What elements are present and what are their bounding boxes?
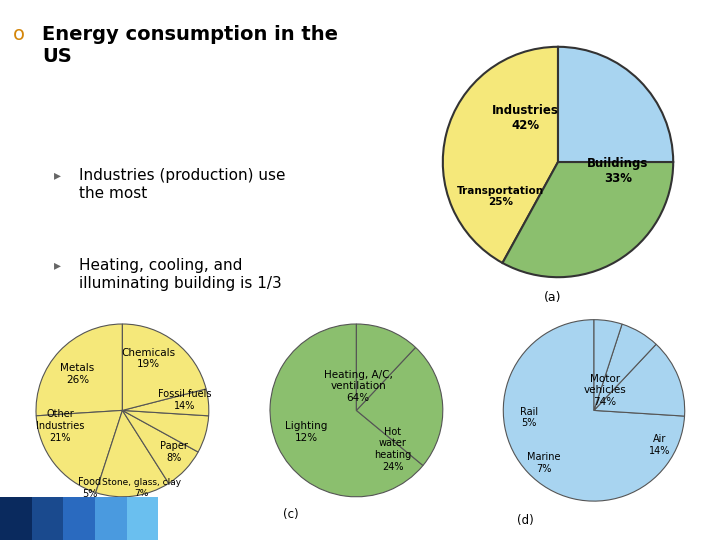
- Text: (c): (c): [283, 508, 299, 522]
- Text: Other
Industries
21%: Other Industries 21%: [36, 409, 84, 443]
- Wedge shape: [594, 320, 622, 410]
- Text: (a): (a): [544, 292, 561, 305]
- Text: Industries (production) use
the most: Industries (production) use the most: [79, 168, 286, 201]
- Text: Lighting
12%: Lighting 12%: [285, 421, 328, 443]
- Wedge shape: [36, 324, 122, 416]
- Wedge shape: [594, 324, 656, 410]
- Text: Metals
26%: Metals 26%: [60, 363, 94, 385]
- Wedge shape: [356, 347, 443, 465]
- Polygon shape: [0, 497, 32, 540]
- Wedge shape: [122, 410, 209, 452]
- Text: Rail
5%: Rail 5%: [520, 407, 538, 428]
- Wedge shape: [122, 324, 206, 410]
- Text: Chemicals
19%: Chemicals 19%: [121, 348, 176, 369]
- Wedge shape: [594, 345, 685, 416]
- Text: o: o: [12, 25, 24, 44]
- Polygon shape: [127, 497, 158, 540]
- Polygon shape: [32, 497, 63, 540]
- Text: Heating, A/C,
ventilation
64%: Heating, A/C, ventilation 64%: [324, 369, 392, 403]
- Polygon shape: [95, 497, 127, 540]
- Text: Food
5%: Food 5%: [78, 477, 101, 499]
- Wedge shape: [443, 47, 558, 263]
- Text: Heating, cooling, and
illuminating building is 1/3: Heating, cooling, and illuminating build…: [79, 258, 282, 291]
- Text: Fossil fuels
14%: Fossil fuels 14%: [158, 389, 212, 411]
- Wedge shape: [356, 324, 415, 410]
- Wedge shape: [558, 47, 673, 162]
- Text: Air
14%: Air 14%: [649, 434, 670, 456]
- Text: Marine
7%: Marine 7%: [527, 452, 561, 474]
- Wedge shape: [270, 324, 423, 497]
- Text: Stone, glass, clay
7%: Stone, glass, clay 7%: [102, 478, 181, 498]
- Wedge shape: [36, 410, 122, 492]
- Text: Motor
vehicles
74%: Motor vehicles 74%: [583, 374, 626, 407]
- Wedge shape: [122, 410, 198, 483]
- Text: ▸: ▸: [54, 258, 61, 272]
- Wedge shape: [503, 162, 673, 277]
- Text: (d): (d): [517, 514, 534, 527]
- Text: Buildings
33%: Buildings 33%: [588, 157, 649, 185]
- Text: (b): (b): [49, 508, 66, 522]
- Text: Paper
8%: Paper 8%: [161, 441, 188, 463]
- Text: Industries
42%: Industries 42%: [492, 104, 559, 132]
- Text: Hot
water
heating
24%: Hot water heating 24%: [374, 427, 411, 471]
- Wedge shape: [96, 410, 168, 497]
- Text: ▸: ▸: [54, 168, 61, 182]
- Polygon shape: [63, 497, 95, 540]
- Text: Transportation
25%: Transportation 25%: [456, 186, 544, 207]
- Wedge shape: [122, 389, 209, 416]
- Wedge shape: [503, 320, 685, 501]
- Text: Energy consumption in the
US: Energy consumption in the US: [42, 25, 338, 66]
